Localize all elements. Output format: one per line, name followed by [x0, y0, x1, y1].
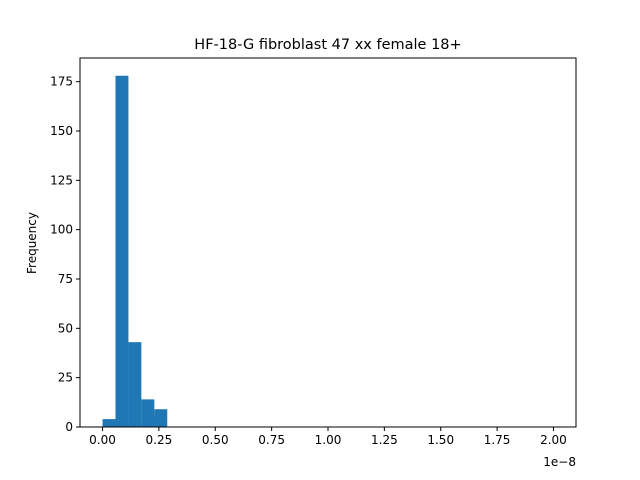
y-tick-label: 125	[50, 173, 73, 187]
x-tick-label: 0.25	[146, 433, 173, 447]
x-tick-label: 2.00	[540, 433, 567, 447]
y-tick-label: 100	[50, 223, 73, 237]
histogram-bars	[102, 75, 168, 427]
y-tick-label: 150	[50, 124, 73, 138]
histogram-bar-1	[115, 75, 129, 427]
x-axis-offset-label: 1e−8	[543, 455, 576, 469]
x-tick-label: 0.50	[202, 433, 229, 447]
x-tick-label: 1.75	[484, 433, 511, 447]
chart-title: HF-18-G fibroblast 47 xx female 18+	[194, 37, 461, 53]
y-tick-label: 0	[65, 420, 73, 434]
x-tick-label: 0.00	[89, 433, 116, 447]
y-tick-label: 50	[58, 321, 73, 335]
x-tick-label: 1.00	[315, 433, 342, 447]
y-axis-label: Frequency	[25, 212, 39, 274]
x-axis-ticks: 0.00 0.25 0.50 0.75 1.00 1.25 1.50 1.75 2.00	[89, 427, 567, 447]
y-tick-label: 175	[50, 75, 73, 89]
plot-frame	[79, 57, 577, 428]
x-tick-label: 1.25	[371, 433, 398, 447]
histogram-bar-0	[102, 419, 116, 427]
histogram-bar-5	[149, 417, 163, 427]
y-tick-label: 25	[58, 371, 73, 385]
y-axis-ticks: 0 25 50 75 100 125 150 175	[50, 75, 80, 434]
y-tick-label: 75	[58, 272, 73, 286]
x-tick-label: 0.75	[258, 433, 285, 447]
histogram-bar-2	[128, 342, 142, 427]
x-tick-label: 1.50	[427, 433, 454, 447]
